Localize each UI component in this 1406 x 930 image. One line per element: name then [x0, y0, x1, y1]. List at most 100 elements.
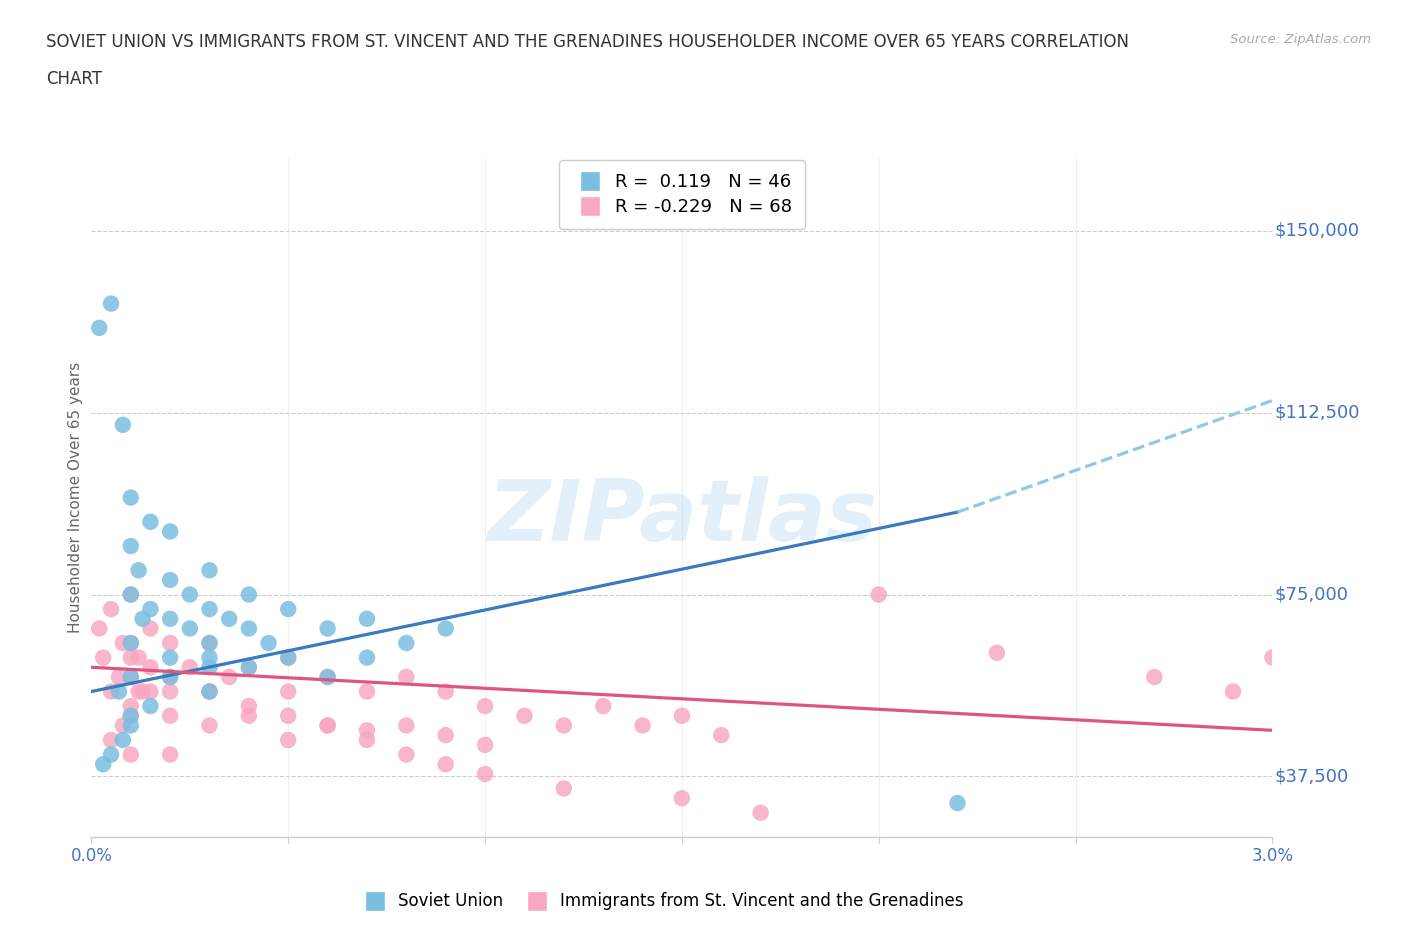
Point [277, 709, 299, 724]
Point [139, 621, 162, 636]
Point [100, 684, 122, 699]
Point [986, 645, 1008, 660]
Point [120, 635, 142, 650]
Legend: R =  0.119   N = 46, R = -0.229   N = 68: R = 0.119 N = 46, R = -0.229 N = 68 [560, 160, 804, 229]
Point [120, 718, 142, 733]
Point [238, 621, 260, 636]
Point [316, 718, 339, 733]
Point [100, 602, 122, 617]
Point [316, 718, 339, 733]
Point [120, 538, 142, 553]
Point [395, 718, 418, 733]
Point [128, 563, 150, 578]
Point [710, 727, 733, 742]
Point [238, 698, 260, 713]
Point [868, 587, 890, 602]
Point [111, 718, 134, 733]
Point [513, 709, 536, 724]
Point [218, 670, 240, 684]
Point [120, 747, 142, 762]
Point [159, 611, 181, 626]
Point [218, 611, 240, 626]
Point [749, 805, 772, 820]
Point [474, 698, 496, 713]
Point [120, 670, 142, 684]
Point [671, 709, 693, 724]
Point [120, 698, 142, 713]
Point [238, 660, 260, 675]
Point [111, 733, 134, 748]
Point [434, 621, 457, 636]
Point [434, 727, 457, 742]
Point [100, 747, 122, 762]
Point [120, 650, 142, 665]
Point [100, 296, 122, 311]
Point [159, 670, 181, 684]
Point [131, 611, 153, 626]
Point [1261, 650, 1284, 665]
Point [179, 660, 201, 675]
Point [91, 757, 114, 772]
Point [108, 684, 131, 699]
Point [198, 684, 221, 699]
Point [159, 747, 181, 762]
Point [159, 525, 181, 539]
Text: SOVIET UNION VS IMMIGRANTS FROM ST. VINCENT AND THE GRENADINES HOUSEHOLDER INCOM: SOVIET UNION VS IMMIGRANTS FROM ST. VINC… [46, 33, 1129, 50]
Point [120, 635, 142, 650]
Point [100, 733, 122, 748]
Point [139, 698, 162, 713]
Text: Source: ZipAtlas.com: Source: ZipAtlas.com [1230, 33, 1371, 46]
Point [120, 709, 142, 724]
Point [238, 709, 260, 724]
Text: CHART: CHART [46, 70, 103, 87]
Point [395, 670, 418, 684]
Point [474, 737, 496, 752]
Point [434, 757, 457, 772]
Point [631, 718, 654, 733]
Point [120, 709, 142, 724]
Point [316, 670, 339, 684]
Point [120, 587, 142, 602]
Point [159, 684, 181, 699]
Point [179, 587, 201, 602]
Point [356, 611, 378, 626]
Point [238, 660, 260, 675]
Point [553, 781, 575, 796]
Point [277, 684, 299, 699]
Point [277, 650, 299, 665]
Point [159, 635, 181, 650]
Point [198, 650, 221, 665]
Point [139, 660, 162, 675]
Y-axis label: Householder Income Over 65 years: Householder Income Over 65 years [67, 362, 83, 633]
Point [356, 723, 378, 737]
Point [257, 635, 280, 650]
Legend: Soviet Union, Immigrants from St. Vincent and the Grenadines: Soviet Union, Immigrants from St. Vincen… [352, 885, 970, 917]
Point [395, 747, 418, 762]
Point [946, 796, 969, 811]
Text: ZIPatlas: ZIPatlas [486, 476, 877, 560]
Point [277, 602, 299, 617]
Point [592, 698, 614, 713]
Point [1143, 670, 1166, 684]
Point [1222, 684, 1244, 699]
Point [128, 684, 150, 699]
Point [356, 733, 378, 748]
Text: $112,500: $112,500 [1275, 404, 1360, 421]
Text: $150,000: $150,000 [1275, 222, 1360, 240]
Point [139, 684, 162, 699]
Point [120, 670, 142, 684]
Point [198, 563, 221, 578]
Point [128, 650, 150, 665]
Point [356, 650, 378, 665]
Point [89, 320, 111, 336]
Point [131, 684, 153, 699]
Point [111, 418, 134, 432]
Point [395, 635, 418, 650]
Point [198, 602, 221, 617]
Point [238, 587, 260, 602]
Point [120, 587, 142, 602]
Point [198, 684, 221, 699]
Point [277, 650, 299, 665]
Point [277, 733, 299, 748]
Point [108, 670, 131, 684]
